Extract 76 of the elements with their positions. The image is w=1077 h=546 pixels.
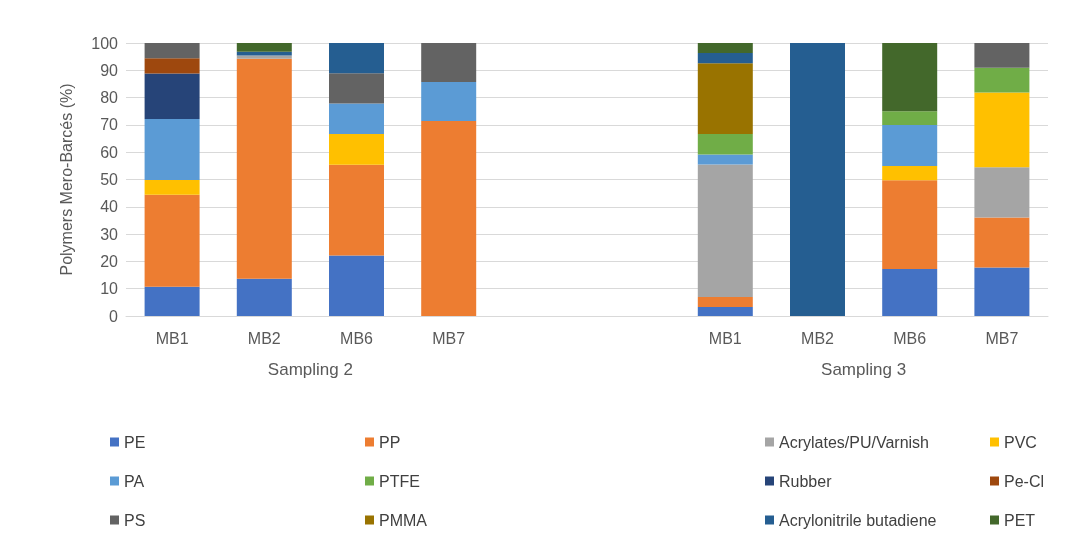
bar <box>697 43 753 54</box>
bar <box>697 154 753 165</box>
bar <box>421 82 477 122</box>
legend-label: PS <box>124 511 146 529</box>
bar <box>144 118 200 181</box>
bar <box>697 133 753 155</box>
bar <box>697 296 753 307</box>
bar <box>882 269 938 316</box>
bar <box>421 121 477 316</box>
x-tick-label: MB6 <box>340 329 374 347</box>
bar <box>236 58 292 279</box>
y-tick-label: 60 <box>100 143 119 161</box>
bar <box>329 103 384 134</box>
bar <box>974 92 1030 168</box>
bar <box>421 43 477 83</box>
bar <box>236 55 292 59</box>
bar <box>697 53 753 64</box>
bar <box>697 306 753 316</box>
y-tick-label: 40 <box>100 198 119 216</box>
bar <box>974 217 1030 268</box>
bar <box>882 111 938 125</box>
x-tick-label: MB6 <box>893 329 927 347</box>
x-tick-label: MB1 <box>155 329 189 347</box>
bar <box>329 164 384 256</box>
y-tick-label: 90 <box>100 61 119 79</box>
text: Sampling 2 <box>267 360 353 379</box>
bar <box>144 286 200 316</box>
legend-label: PVC <box>1004 433 1037 451</box>
bar <box>236 278 292 316</box>
bar <box>144 43 200 59</box>
y-tick-label: 20 <box>100 252 119 270</box>
x-tick-label: MB7 <box>432 329 466 347</box>
legend-label: Pe-Cl <box>1004 472 1045 490</box>
bar <box>974 67 1030 93</box>
legend-label: PE <box>124 433 146 451</box>
legend-label: Acrylates/PU/Varnish <box>779 433 929 451</box>
y-axis-title: Polymers Mero-Barcés (%) <box>57 83 75 276</box>
bar <box>329 43 384 74</box>
bar <box>882 180 938 270</box>
y-tick-label: 70 <box>100 116 119 134</box>
bar <box>974 267 1030 316</box>
legend-label: PMMA <box>379 511 428 529</box>
bar <box>697 164 753 297</box>
text: Sampling 3 <box>821 360 907 379</box>
y-tick-label: 100 <box>91 34 119 52</box>
bar <box>329 73 384 104</box>
legend-label: PP <box>379 433 401 451</box>
y-tick-label: 80 <box>100 89 119 107</box>
bar <box>236 43 292 52</box>
bar <box>329 255 384 316</box>
x-tick-label: MB1 <box>708 329 742 347</box>
x-tick-label: MB2 <box>247 329 281 347</box>
bar <box>144 73 200 119</box>
legend-label: PET <box>1004 511 1036 529</box>
y-tick-label: 50 <box>100 171 119 188</box>
bar <box>882 43 938 112</box>
y-tick-label: 30 <box>100 225 119 243</box>
legend-label: Rubber <box>779 472 833 490</box>
bar <box>790 43 845 316</box>
bar <box>697 63 753 134</box>
legend-label: PTFE <box>379 472 420 490</box>
bar <box>974 167 1030 218</box>
y-tick-label: 10 <box>100 280 119 298</box>
bar <box>144 194 200 287</box>
legend-label: Acrylonitrile butadiene <box>779 511 937 529</box>
y-tick-label: 0 <box>109 307 119 325</box>
x-tick-label: MB2 <box>801 329 835 347</box>
bar <box>882 166 938 181</box>
bar <box>144 180 200 195</box>
x-tick-label: MB7 <box>985 329 1019 347</box>
bar <box>144 58 200 74</box>
bar <box>882 124 938 167</box>
bar <box>329 133 384 165</box>
bar <box>974 43 1030 68</box>
legend-label: PA <box>124 472 145 490</box>
bar <box>236 51 292 56</box>
